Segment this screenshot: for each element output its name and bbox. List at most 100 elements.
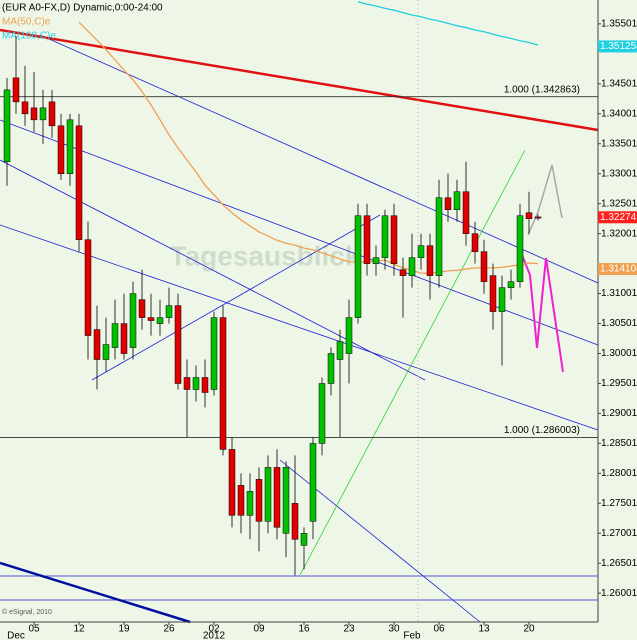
candle-body: [174, 305, 182, 384]
x-tick-label: 26: [163, 624, 175, 635]
candle-body: [516, 215, 524, 282]
y-tick-label: 1.285013: [601, 438, 637, 449]
candle-body: [327, 353, 335, 384]
x-tick-label: 20: [523, 624, 535, 635]
candle-body: [138, 299, 146, 318]
candle-body: [66, 119, 74, 175]
price-tag: [598, 211, 637, 224]
price-tag-label: 1.314104: [600, 264, 637, 275]
candle-body: [534, 216, 542, 219]
candle-body: [507, 281, 515, 288]
candle-body: [282, 467, 290, 534]
candle-body: [489, 275, 497, 312]
candle-body: [246, 491, 254, 516]
x-tick-label: 30: [388, 624, 400, 635]
candle-body: [399, 269, 407, 276]
candle-body: [192, 377, 200, 390]
y-tick-label: 1.345013: [601, 78, 637, 89]
trend-lines: [0, 0, 599, 624]
candle-body: [21, 101, 29, 115]
candle-body: [381, 215, 389, 258]
candle-body: [57, 125, 65, 175]
legend-entry: MA(50,C)e: [2, 17, 51, 28]
candle-body: [237, 485, 245, 516]
candle-body: [336, 341, 344, 360]
trend-line: [0, 159, 426, 381]
candle-body: [264, 467, 272, 522]
candle-body: [435, 197, 443, 276]
candle-body: [201, 377, 209, 393]
candle-body: [471, 233, 479, 252]
y-tick-label: 1.355013: [601, 19, 637, 30]
candle-body: [363, 215, 371, 264]
y-tick-label: 1.300013: [601, 348, 637, 359]
candle-body: [183, 377, 191, 390]
candle-body: [291, 503, 299, 540]
x-tick-label: 23: [343, 624, 355, 635]
candle-body: [255, 479, 263, 522]
chart-title: (EUR A0-FX,D) Dynamic,0:00-24:00: [2, 3, 163, 14]
x-tick-label: 12: [73, 624, 85, 635]
candle-body: [453, 191, 461, 210]
y-tick-label: 1.325013: [601, 198, 637, 209]
trend-line: [91, 214, 381, 381]
candle-body: [147, 317, 155, 321]
ma-line: [78, 21, 539, 274]
candle-body: [39, 107, 47, 121]
candle-body: [345, 317, 353, 354]
level-label: 1.000 (1.342863): [504, 84, 580, 95]
x-period-label: 2012: [203, 631, 226, 640]
candle-body: [102, 344, 110, 360]
forecast-path: [527, 164, 563, 236]
x-tick-label: 16: [298, 624, 310, 635]
trend-line: [0, 28, 599, 132]
y-tick-label: 1.265013: [601, 558, 637, 569]
forecast-path: [517, 244, 564, 373]
candle-body: [129, 293, 137, 348]
ma-line: [357, 1, 539, 46]
candle-body: [390, 215, 398, 264]
candle-body: [426, 245, 434, 276]
candle-body: [165, 305, 173, 318]
candle-body: [318, 383, 326, 444]
trend-line: [0, 119, 599, 346]
price-tag-label: 1.32274: [600, 212, 637, 223]
y-tick-label: 1.290013: [601, 408, 637, 419]
x-tick-label: 09: [253, 624, 265, 635]
y-tick-label: 1.310013: [601, 288, 637, 299]
x-tick-label: 02: [208, 624, 220, 635]
candle-body: [75, 125, 83, 240]
candle-body: [273, 467, 281, 528]
candle-body: [309, 443, 317, 522]
candle-body: [30, 107, 38, 121]
y-tick-label: 1.320013: [601, 228, 637, 239]
candle-body: [300, 533, 308, 546]
candle-body: [525, 212, 533, 219]
candle-body: [219, 317, 227, 450]
candle-body: [111, 323, 119, 348]
x-tick-label: 06: [433, 624, 445, 635]
candle-body: [462, 191, 470, 234]
x-tick-label: 13: [478, 624, 490, 635]
candle-body: [417, 245, 425, 258]
candle-body: [48, 101, 56, 127]
trend-line: [39, 34, 599, 284]
level-label: 1.000 (1.286003): [504, 425, 580, 436]
trend-line: [0, 561, 191, 624]
candle-body: [354, 215, 362, 318]
candle-body: [93, 329, 101, 360]
watermark: Tagesausblick: [170, 240, 361, 271]
candle-body: [444, 197, 452, 210]
y-tick-label: 1.295013: [601, 378, 637, 389]
y-tick-label: 1.280013: [601, 468, 637, 479]
x-period-label: Feb: [403, 631, 421, 640]
x-tick-label: 05: [28, 624, 40, 635]
candle-body: [480, 251, 488, 282]
credit: © eSignal, 2010: [2, 608, 52, 616]
y-tick-label: 1.270013: [601, 528, 637, 539]
candle-body: [84, 239, 92, 336]
candle-body: [498, 287, 506, 312]
